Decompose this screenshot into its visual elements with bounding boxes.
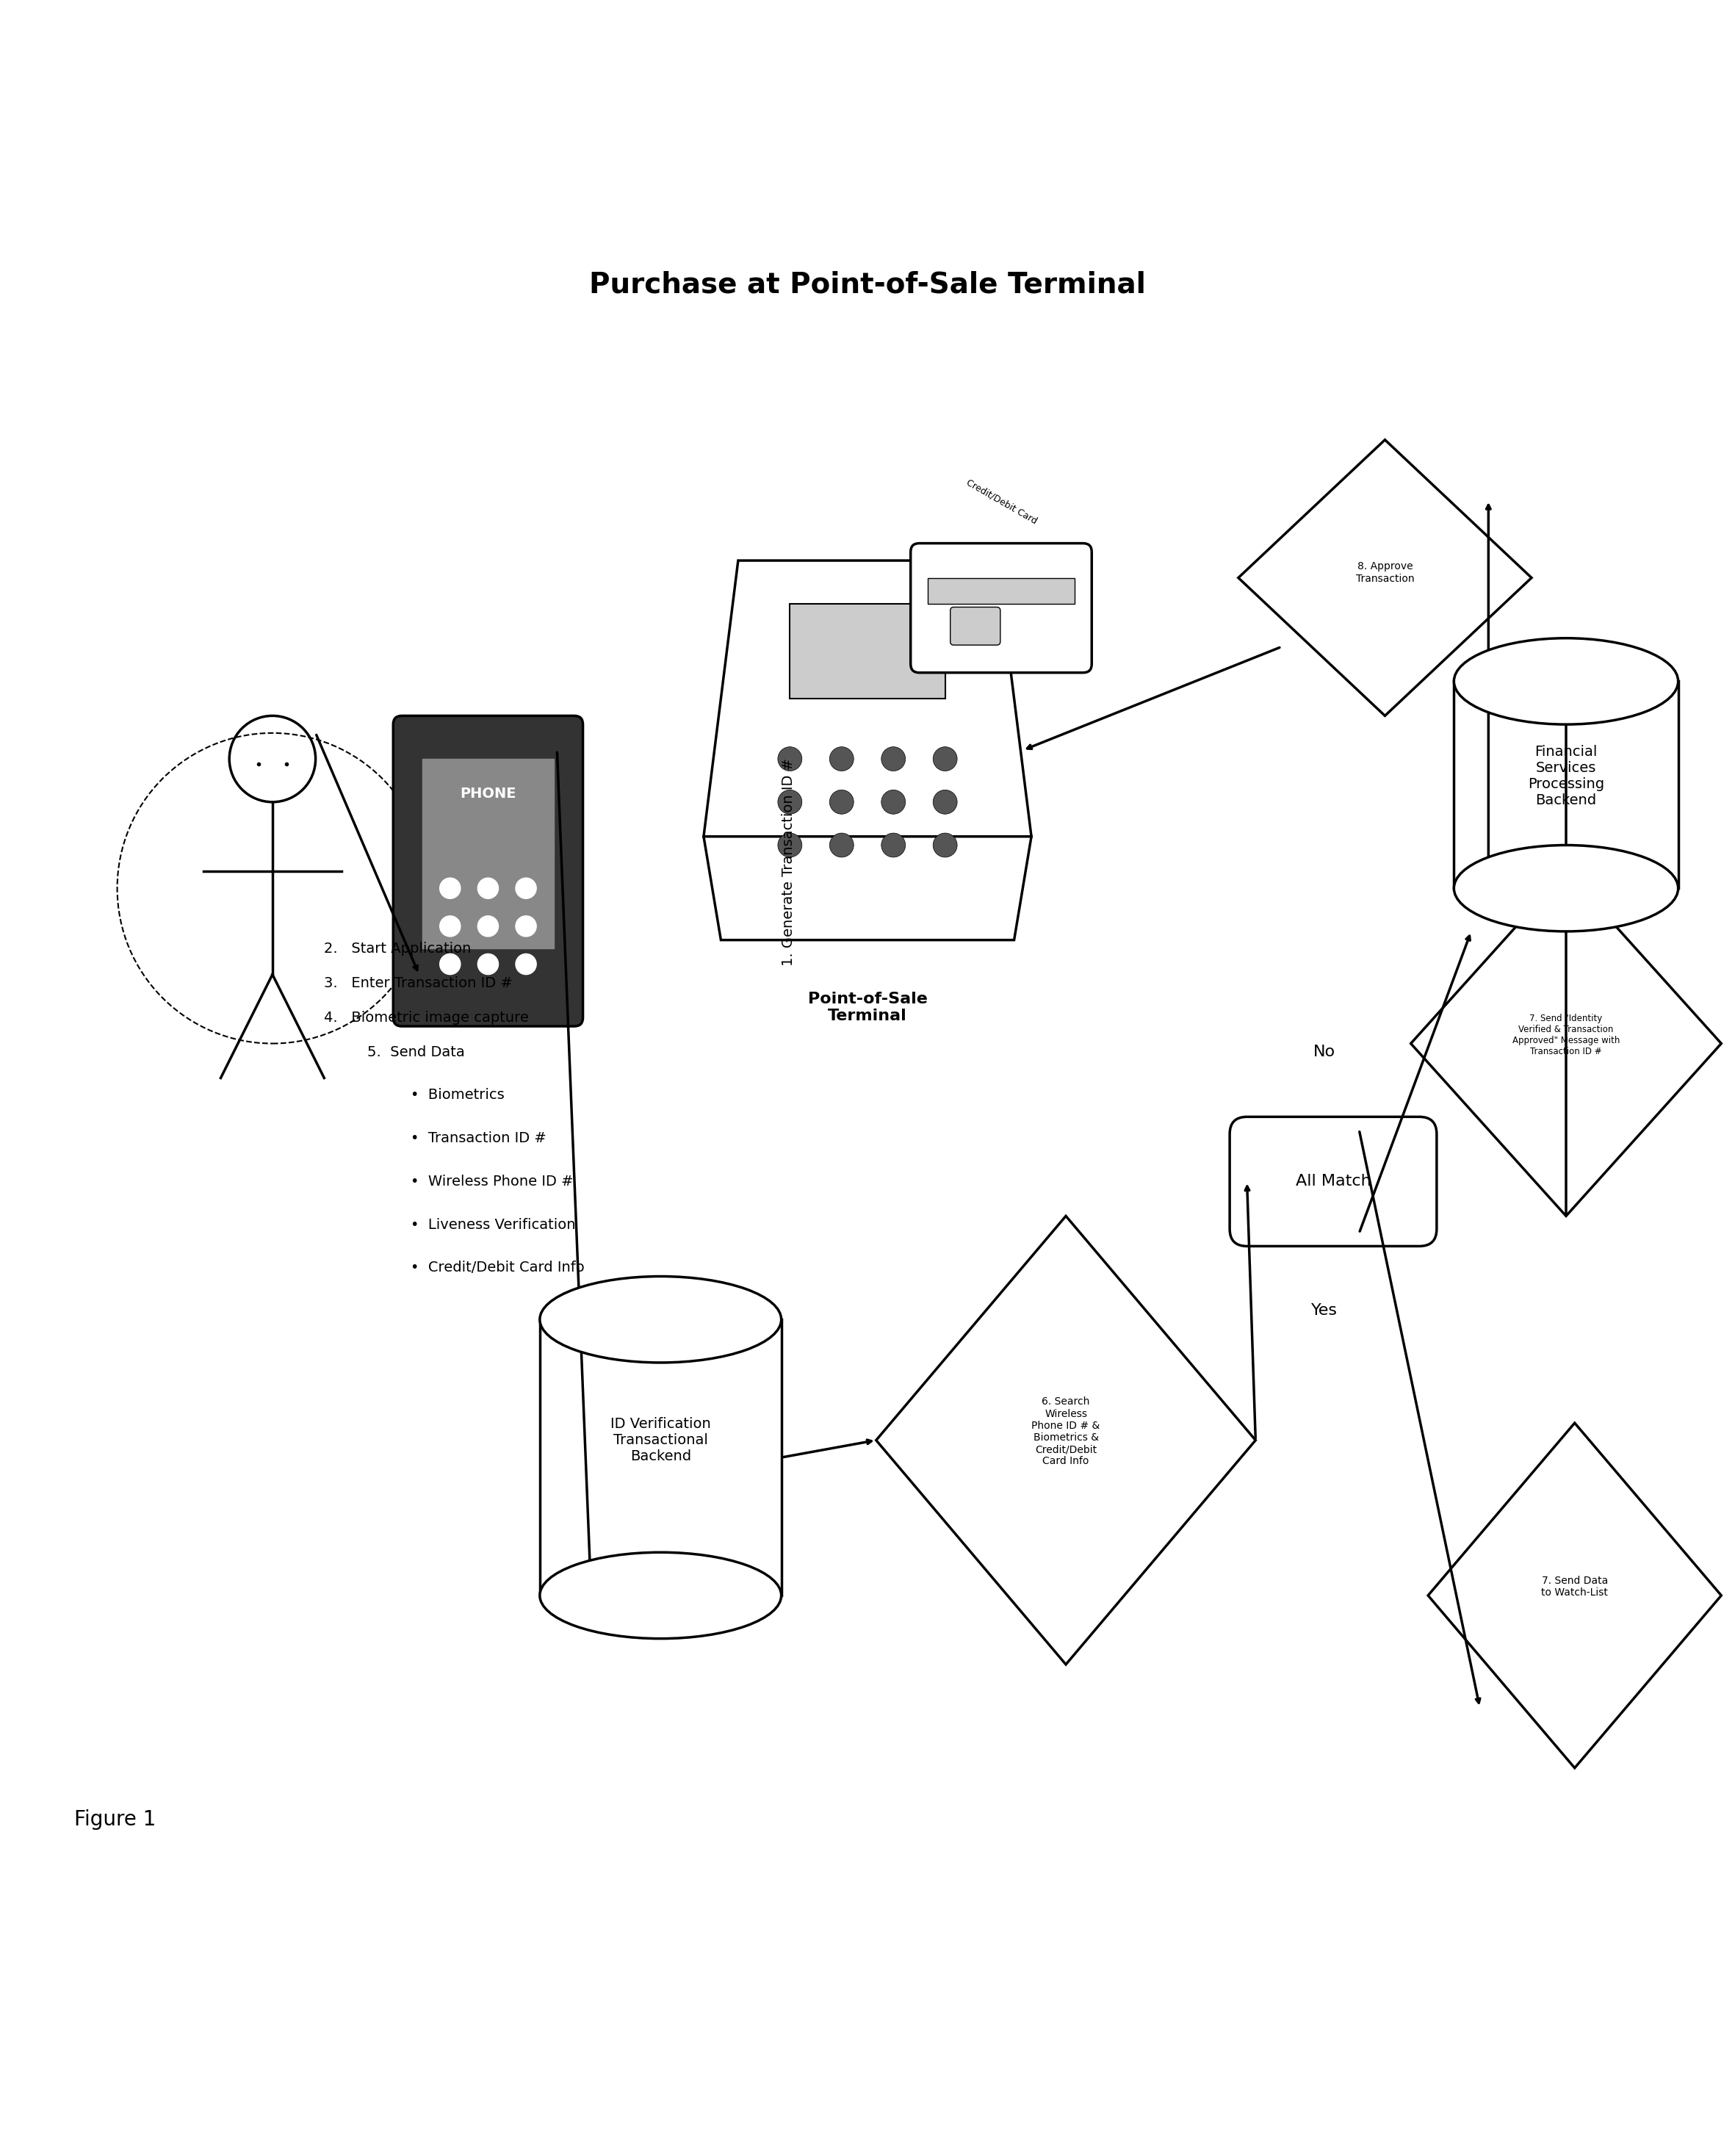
Polygon shape bbox=[704, 561, 1031, 837]
FancyBboxPatch shape bbox=[911, 543, 1091, 673]
Ellipse shape bbox=[540, 1552, 781, 1639]
Text: 7. Send "Identity
Verified & Transaction
Approved" Message with
Transaction ID #: 7. Send "Identity Verified & Transaction… bbox=[1513, 1013, 1620, 1056]
Ellipse shape bbox=[1454, 638, 1678, 724]
Circle shape bbox=[439, 877, 460, 899]
Text: •  Biometrics: • Biometrics bbox=[411, 1089, 505, 1102]
Circle shape bbox=[777, 789, 802, 815]
Polygon shape bbox=[876, 1216, 1256, 1664]
Circle shape bbox=[829, 789, 854, 815]
Text: Yes: Yes bbox=[1312, 1304, 1338, 1317]
Text: PHONE: PHONE bbox=[460, 787, 515, 800]
Circle shape bbox=[439, 953, 460, 975]
Text: •  Transaction ID #: • Transaction ID # bbox=[411, 1132, 547, 1145]
Text: Figure 1: Figure 1 bbox=[75, 1809, 156, 1830]
Circle shape bbox=[777, 832, 802, 858]
Text: 2.   Start Application: 2. Start Application bbox=[324, 942, 472, 955]
FancyBboxPatch shape bbox=[1230, 1117, 1437, 1246]
Circle shape bbox=[439, 916, 460, 936]
FancyBboxPatch shape bbox=[928, 578, 1074, 604]
Circle shape bbox=[477, 877, 498, 899]
Polygon shape bbox=[1454, 681, 1678, 888]
Circle shape bbox=[933, 746, 958, 772]
Polygon shape bbox=[704, 837, 1031, 940]
Text: 7. Send Data
to Watch-List: 7. Send Data to Watch-List bbox=[1541, 1576, 1608, 1598]
Circle shape bbox=[477, 916, 498, 936]
Text: 6. Search
Wireless
Phone ID # &
Biometrics &
Credit/Debit
Card Info: 6. Search Wireless Phone ID # & Biometri… bbox=[1032, 1397, 1100, 1466]
Circle shape bbox=[829, 746, 854, 772]
FancyBboxPatch shape bbox=[789, 604, 946, 699]
Text: ID Verification
Transactional
Backend: ID Verification Transactional Backend bbox=[611, 1416, 711, 1464]
Text: Point-of-Sale
Terminal: Point-of-Sale Terminal bbox=[809, 992, 926, 1024]
Polygon shape bbox=[423, 759, 553, 949]
Circle shape bbox=[933, 789, 958, 815]
Text: All Match: All Match bbox=[1296, 1175, 1371, 1188]
Text: Financial
Services
Processing
Backend: Financial Services Processing Backend bbox=[1529, 746, 1605, 806]
Circle shape bbox=[515, 877, 536, 899]
Text: •  Wireless Phone ID #: • Wireless Phone ID # bbox=[411, 1175, 573, 1188]
Circle shape bbox=[829, 832, 854, 858]
Ellipse shape bbox=[1454, 845, 1678, 931]
Circle shape bbox=[229, 716, 316, 802]
Circle shape bbox=[515, 953, 536, 975]
Circle shape bbox=[881, 746, 906, 772]
FancyBboxPatch shape bbox=[951, 608, 1001, 645]
Polygon shape bbox=[540, 1319, 781, 1595]
Circle shape bbox=[777, 746, 802, 772]
Circle shape bbox=[933, 832, 958, 858]
Polygon shape bbox=[1239, 440, 1532, 716]
Text: •  Credit/Debit Card Info: • Credit/Debit Card Info bbox=[411, 1261, 585, 1274]
Text: •  Liveness Verification: • Liveness Verification bbox=[411, 1218, 576, 1231]
FancyBboxPatch shape bbox=[394, 716, 583, 1026]
Polygon shape bbox=[1428, 1423, 1721, 1768]
Circle shape bbox=[477, 953, 498, 975]
Circle shape bbox=[881, 832, 906, 858]
Text: No: No bbox=[1313, 1046, 1336, 1059]
Ellipse shape bbox=[540, 1276, 781, 1363]
Text: 8. Approve
Transaction: 8. Approve Transaction bbox=[1355, 561, 1414, 584]
Text: Credit/Debit Card: Credit/Debit Card bbox=[965, 479, 1039, 526]
Text: 4.   Biometric image capture: 4. Biometric image capture bbox=[324, 1011, 529, 1024]
Text: Purchase at Point-of-Sale Terminal: Purchase at Point-of-Sale Terminal bbox=[590, 272, 1145, 298]
Polygon shape bbox=[1411, 871, 1721, 1216]
Text: 5.  Send Data: 5. Send Data bbox=[368, 1046, 465, 1059]
Text: 1. Generate Transaction ID #: 1. Generate Transaction ID # bbox=[781, 759, 795, 966]
Circle shape bbox=[881, 789, 906, 815]
Circle shape bbox=[515, 916, 536, 936]
Text: 3.   Enter Transaction ID #: 3. Enter Transaction ID # bbox=[324, 977, 514, 990]
